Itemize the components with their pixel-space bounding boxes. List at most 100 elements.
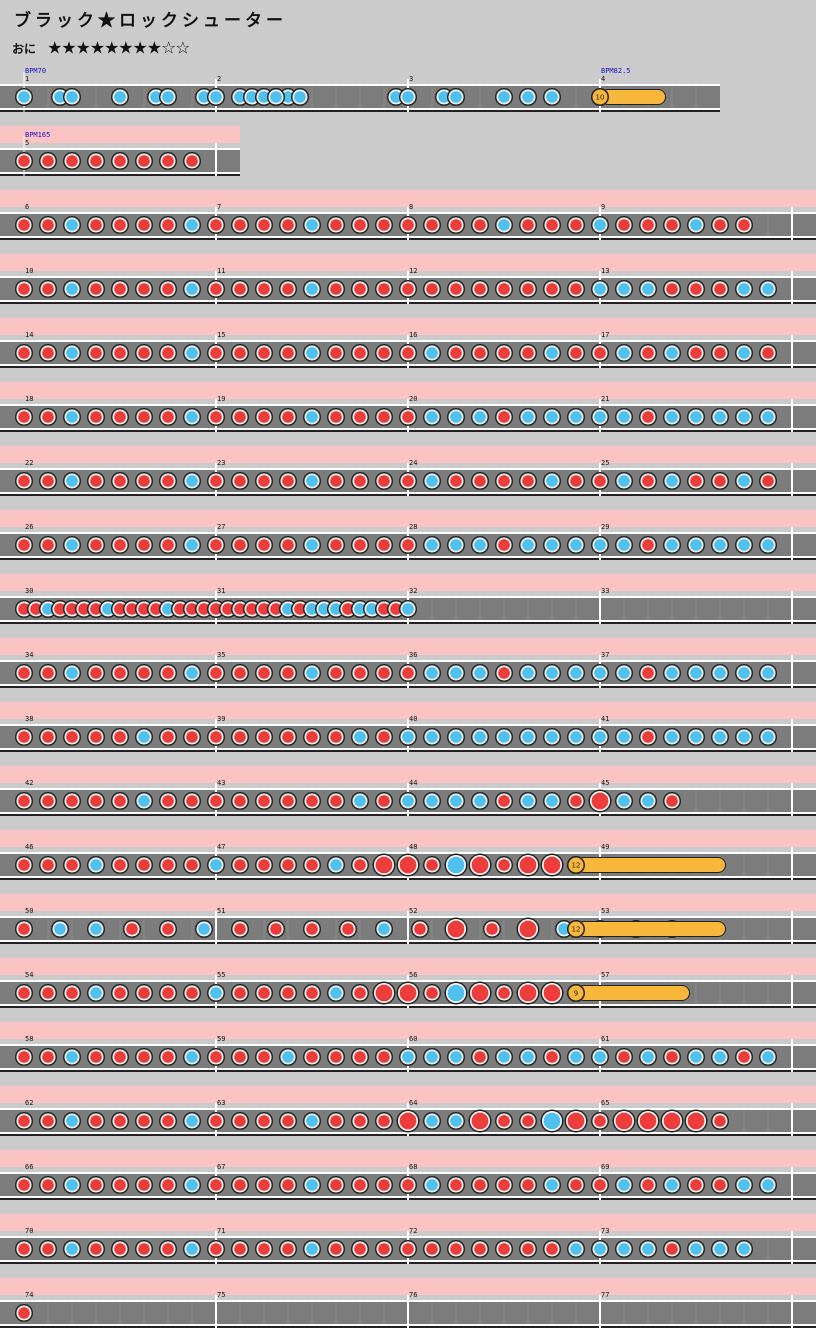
don-note [642,731,654,743]
don-note [66,155,78,167]
don-note [234,1115,246,1127]
gogo-band [0,510,816,527]
ka-note [354,731,366,743]
measure-number: 32 [409,587,417,595]
don-note [30,603,42,615]
ka-note [306,475,318,487]
ka-note [330,603,342,615]
don-note [546,219,558,231]
ka-note [186,1051,198,1063]
don-note [138,219,150,231]
don-note [486,923,498,935]
ka-note [738,539,750,551]
lane-top-edge [0,148,240,150]
measure-number: 30 [25,587,33,595]
don-note [234,987,246,999]
don-note [642,539,654,551]
measure-number: 10 [25,267,33,275]
measure-number: 51 [217,907,225,915]
don-note [570,347,582,359]
don-note [330,1243,342,1255]
don-note [282,1243,294,1255]
don-note [66,603,78,615]
ka-note [690,731,702,743]
don-note [162,923,174,935]
ka-note [738,347,750,359]
don-note [162,1051,174,1063]
don-note [282,795,294,807]
ka-note [426,731,438,743]
measure-number: 11 [217,267,225,275]
don-note [714,1179,726,1191]
don-note [258,859,270,871]
ka-note [66,1115,78,1127]
chart-row: 26 27 28 29 [0,510,816,560]
don-note [126,923,138,935]
don-note [594,1115,606,1127]
measure-number: 37 [601,651,609,659]
don-note [282,1179,294,1191]
don-note [471,984,489,1002]
ka-note [186,1243,198,1255]
don-note [138,603,150,615]
ka-note [570,1051,582,1063]
chart-row: 74 75 76 77 [0,1278,816,1328]
don-note [18,1243,30,1255]
don-note [42,347,54,359]
don-note [258,283,270,295]
ka-note [447,984,465,1002]
ka-note [498,1051,510,1063]
ka-note [426,1051,438,1063]
balloon-count: 9 [574,990,578,998]
don-note [210,475,222,487]
don-note [471,856,489,874]
don-note [258,603,270,615]
don-note [138,1179,150,1191]
don-note [522,475,534,487]
measure-number: 63 [217,1099,225,1107]
don-note [114,1179,126,1191]
chart-row: 54 55 56 57 [0,958,816,1008]
ka-note [522,731,534,743]
ka-note [546,411,558,423]
don-note [66,731,78,743]
don-note [90,667,102,679]
don-note [114,603,126,615]
measure-number: 50 [25,907,33,915]
don-note [198,603,210,615]
ka-note [66,411,78,423]
don-note [282,539,294,551]
don-note [642,347,654,359]
don-note [498,1243,510,1255]
ka-note [690,539,702,551]
don-note [330,475,342,487]
don-note [519,856,537,874]
ka-note [66,283,78,295]
don-note [690,475,702,487]
chart-row: 66 67 68 69 [0,1150,816,1200]
don-note [474,283,486,295]
measure-number: 27 [217,523,225,531]
don-note [618,219,630,231]
ka-note [690,1243,702,1255]
ka-note [666,411,678,423]
ka-note [738,411,750,423]
don-note [714,1115,726,1127]
ka-note [54,923,66,935]
don-note [330,219,342,231]
measure-number: 60 [409,1035,417,1043]
don-note [414,923,426,935]
ka-note [642,795,654,807]
ka-note [426,539,438,551]
don-note [90,1243,102,1255]
don-note [402,347,414,359]
ka-note [618,667,630,679]
measure-number: 45 [601,779,609,787]
ka-note [450,1051,462,1063]
ka-note [426,475,438,487]
balloon-tail [577,986,689,1000]
chart-row: 18 19 20 21 [0,382,816,432]
don-note [234,539,246,551]
don-note [210,1051,222,1063]
ka-note [546,475,558,487]
